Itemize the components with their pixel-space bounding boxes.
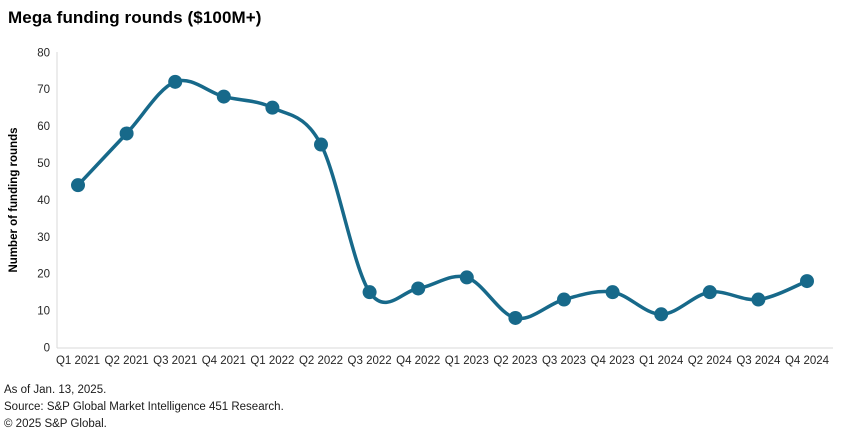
series-line (76, 78, 809, 321)
data-point (702, 285, 717, 300)
data-point (800, 274, 814, 289)
x-tick-label: Q2 2022 (299, 355, 343, 367)
x-tick-label: Q3 2021 (153, 355, 197, 367)
x-tick-label: Q4 2023 (591, 355, 635, 367)
x-tick-label: Q1 2023 (445, 355, 489, 367)
x-tick-label: Q1 2021 (56, 355, 100, 367)
x-tick-label: Q4 2021 (202, 355, 246, 367)
x-tick-label: Q3 2022 (348, 355, 392, 367)
data-point (605, 285, 620, 300)
y-tick-label: 40 (37, 195, 50, 207)
data-point (119, 126, 134, 141)
x-tick-label: Q4 2024 (785, 355, 830, 367)
copyright-note: © 2025 S&P Global. (4, 418, 107, 430)
x-tick-label: Q1 2022 (250, 355, 294, 367)
y-tick-label: 30 (37, 232, 50, 244)
source-note: Source: S&P Global Market Intelligence 4… (4, 401, 284, 413)
x-tick-label: Q4 2022 (396, 355, 440, 367)
data-point (654, 307, 669, 322)
data-point (168, 74, 183, 89)
data-point (265, 100, 280, 115)
data-point (459, 270, 474, 285)
x-tick-label: Q1 2024 (639, 355, 684, 367)
data-point (411, 281, 426, 296)
chart-title: Mega funding rounds ($100M+) (8, 8, 262, 27)
x-tick-label: Q2 2021 (105, 355, 149, 367)
x-tick-label: Q3 2024 (736, 355, 781, 367)
x-tick-label: Q3 2023 (542, 355, 586, 367)
data-point (508, 310, 523, 325)
data-point (557, 292, 571, 307)
x-tick-label: Q2 2023 (493, 355, 537, 367)
y-tick-label: 70 (37, 84, 50, 96)
y-tick-label: 0 (44, 343, 50, 355)
as-of-note: As of Jan. 13, 2025. (4, 384, 107, 396)
y-tick-label: 80 (37, 47, 50, 59)
y-tick-label: 50 (37, 158, 50, 170)
data-point (71, 178, 85, 193)
x-tick-label: Q2 2024 (688, 355, 733, 367)
y-tick-label: 20 (37, 269, 50, 281)
data-point (751, 292, 766, 307)
y-tick-label: 60 (37, 121, 50, 133)
data-point (362, 285, 377, 300)
y-axis-title: Number of funding rounds (8, 127, 20, 272)
y-tick-label: 10 (37, 306, 50, 318)
data-point (216, 89, 231, 104)
data-point (314, 137, 328, 152)
